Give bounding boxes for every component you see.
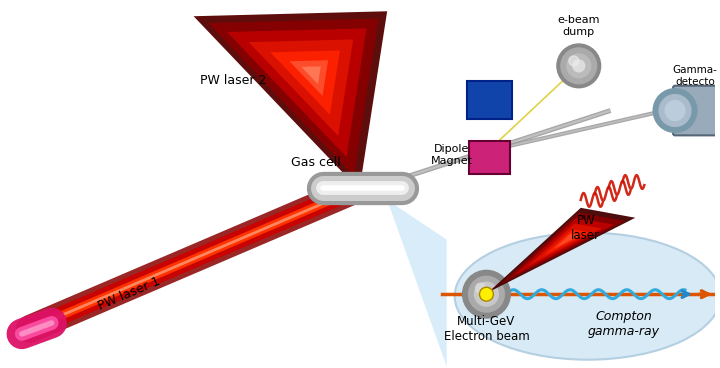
Circle shape — [469, 276, 504, 312]
Circle shape — [463, 270, 510, 318]
Ellipse shape — [454, 233, 720, 360]
FancyBboxPatch shape — [673, 86, 720, 135]
Circle shape — [557, 44, 600, 88]
Circle shape — [665, 100, 685, 120]
Polygon shape — [289, 60, 328, 96]
Polygon shape — [302, 66, 320, 84]
Text: Compton
gamma-ray: Compton gamma-ray — [588, 310, 660, 338]
Polygon shape — [500, 213, 625, 284]
Circle shape — [475, 283, 485, 293]
Text: PW laser 1: PW laser 1 — [96, 275, 162, 313]
Polygon shape — [387, 200, 446, 367]
FancyBboxPatch shape — [469, 141, 510, 174]
Circle shape — [474, 282, 498, 306]
Polygon shape — [554, 234, 580, 249]
Circle shape — [653, 89, 697, 132]
Polygon shape — [208, 19, 378, 176]
Polygon shape — [227, 28, 366, 157]
Circle shape — [660, 95, 691, 127]
Circle shape — [569, 56, 579, 66]
Text: Gamma-
detecto: Gamma- detecto — [672, 65, 717, 86]
Text: Multi-GeV
Electron beam: Multi-GeV Electron beam — [444, 315, 529, 343]
Text: PW laser 2: PW laser 2 — [200, 74, 266, 87]
Circle shape — [561, 48, 597, 84]
Text: Gas cell: Gas cell — [291, 156, 341, 169]
Polygon shape — [270, 50, 340, 115]
Polygon shape — [514, 218, 614, 275]
Text: PW
laser: PW laser — [571, 214, 600, 242]
Circle shape — [573, 60, 585, 72]
Polygon shape — [488, 208, 635, 292]
Circle shape — [567, 54, 590, 78]
Text: e-beam
dump: e-beam dump — [557, 15, 600, 37]
Text: Dipole
Magnet: Dipole Magnet — [431, 144, 473, 166]
Polygon shape — [543, 229, 590, 256]
Circle shape — [480, 287, 493, 301]
Polygon shape — [528, 223, 602, 266]
Polygon shape — [194, 11, 387, 190]
Polygon shape — [248, 39, 354, 136]
FancyBboxPatch shape — [467, 81, 512, 120]
